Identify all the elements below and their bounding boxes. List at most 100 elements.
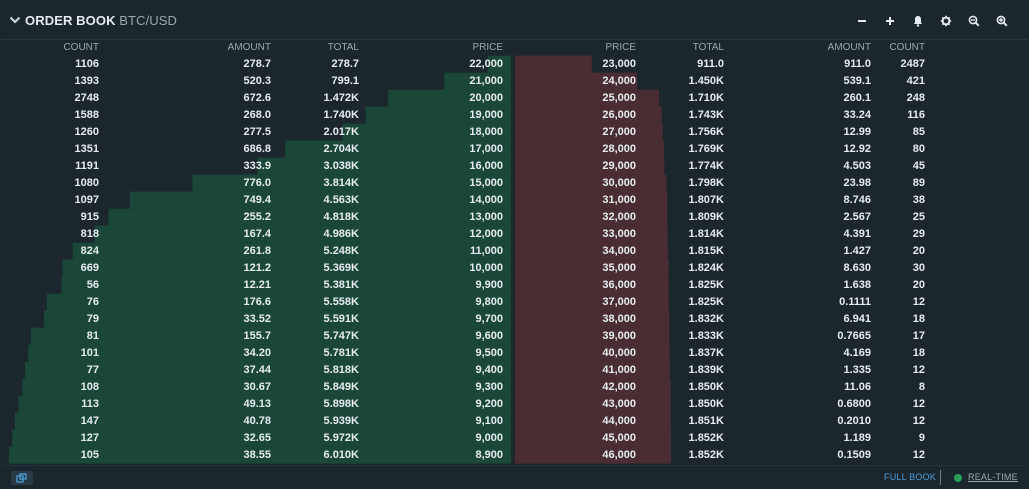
ask-total: 1.850K: [688, 397, 724, 410]
ask-row[interactable]: 43,000 1.850K 0.6800 12: [515, 396, 1021, 413]
alert-button[interactable]: [904, 13, 932, 29]
ask-count: 45: [912, 159, 925, 172]
chevron-down-icon[interactable]: [9, 14, 21, 26]
bids-col-count[interactable]: COUNT: [63, 42, 99, 53]
plus-icon: [886, 17, 894, 25]
ask-row[interactable]: 33,000 1.814K 4.391 29: [515, 226, 1021, 243]
bid-price: 20,000: [469, 91, 503, 104]
ask-row[interactable]: 38,000 1.832K 6.941 18: [515, 311, 1021, 328]
bid-row[interactable]: 81 155.7 5.747K 9,600: [9, 328, 511, 345]
bid-row[interactable]: 1097 749.4 4.563K 14,000: [9, 192, 511, 209]
ask-row[interactable]: 44,000 1.851K 0.2010 12: [515, 413, 1021, 430]
ask-price: 36,000: [602, 278, 636, 291]
ask-row[interactable]: 45,000 1.852K 1.189 9: [515, 430, 1021, 447]
ask-row[interactable]: 42,000 1.850K 11.06 8: [515, 379, 1021, 396]
bid-count: 105: [80, 448, 99, 461]
bids-col-price[interactable]: PRICE: [472, 42, 503, 53]
bid-total: 2.704K: [323, 142, 359, 155]
bids-col-total[interactable]: TOTAL: [327, 42, 359, 53]
popout-button[interactable]: [11, 471, 33, 485]
ask-total: 1.774K: [688, 159, 724, 172]
bid-depth-bar: [30, 327, 511, 345]
ask-row[interactable]: 29,000 1.774K 4.503 45: [515, 158, 1021, 175]
bid-row[interactable]: 1351 686.8 2.704K 17,000: [9, 141, 511, 158]
ask-row[interactable]: 41,000 1.839K 1.335 12: [515, 362, 1021, 379]
bid-row[interactable]: 79 33.52 5.591K 9,700: [9, 311, 511, 328]
full-book-link[interactable]: FULL BOOK: [884, 472, 936, 482]
minus-button[interactable]: [848, 13, 876, 29]
bid-row[interactable]: 1080 776.0 3.814K 15,000: [9, 175, 511, 192]
ask-row[interactable]: 24,000 1.450K 539.1 421: [515, 73, 1021, 90]
bid-row[interactable]: 818 167.4 4.986K 12,000: [9, 226, 511, 243]
bid-row[interactable]: 669 121.2 5.369K 10,000: [9, 260, 511, 277]
bid-depth-bar: [18, 395, 511, 413]
bid-total: 3.814K: [323, 176, 359, 189]
ask-row[interactable]: 32,000 1.809K 2.567 25: [515, 209, 1021, 226]
bid-row[interactable]: 147 40.78 5.939K 9,100: [9, 413, 511, 430]
bid-price: 16,000: [469, 159, 503, 172]
ask-depth-bar: [515, 225, 668, 243]
asks-depth-chart: [515, 55, 671, 464]
bid-row[interactable]: 2748 672.6 1.472K 20,000: [9, 90, 511, 107]
bid-row[interactable]: 76 176.6 5.558K 9,800: [9, 294, 511, 311]
plus-button[interactable]: [876, 13, 904, 29]
ask-row[interactable]: 27,000 1.756K 12.99 85: [515, 124, 1021, 141]
ask-price: 41,000: [602, 363, 636, 376]
ask-row[interactable]: 31,000 1.807K 8.746 38: [515, 192, 1021, 209]
ask-count: 18: [912, 346, 925, 359]
bid-row[interactable]: 108 30.67 5.849K 9,300: [9, 379, 511, 396]
bid-total: 5.747K: [323, 329, 359, 342]
asks-col-amount[interactable]: AMOUNT: [827, 42, 871, 53]
bid-row[interactable]: 1191 333.9 3.038K 16,000: [9, 158, 511, 175]
ask-row[interactable]: 28,000 1.769K 12.92 80: [515, 141, 1021, 158]
bid-count: 81: [86, 329, 99, 342]
ask-count: 12: [912, 363, 925, 376]
bid-count: 1097: [74, 193, 99, 206]
bid-row[interactable]: 1260 277.5 2.017K 18,000: [9, 124, 511, 141]
bid-row[interactable]: 113 49.13 5.898K 9,200: [9, 396, 511, 413]
ask-row[interactable]: 26,000 1.743K 33.24 116: [515, 107, 1021, 124]
bid-row[interactable]: 77 37.44 5.818K 9,400: [9, 362, 511, 379]
bid-row[interactable]: 1393 520.3 799.1 21,000: [9, 73, 511, 90]
asks-col-count[interactable]: COUNT: [889, 42, 925, 53]
ask-amount: 0.2010: [837, 414, 871, 427]
settings-button[interactable]: [932, 13, 960, 29]
ask-amount: 8.746: [843, 193, 871, 206]
realtime-toggle[interactable]: REAL-TIME: [968, 472, 1018, 482]
zoom-in-button[interactable]: [988, 13, 1016, 29]
bids-col-amount[interactable]: AMOUNT: [227, 42, 271, 53]
bid-total: 4.986K: [323, 227, 359, 240]
bid-amount: 49.13: [243, 397, 271, 410]
bid-depth-bar: [487, 55, 511, 73]
bid-row[interactable]: 915 255.2 4.818K 13,000: [9, 209, 511, 226]
bid-depth-bar: [9, 446, 511, 464]
bid-row[interactable]: 105 38.55 6.010K 8,900: [9, 447, 511, 464]
ask-total: 1.450K: [688, 74, 724, 87]
ask-row[interactable]: 39,000 1.833K 0.7665 17: [515, 328, 1021, 345]
bid-row[interactable]: 1106 278.7 278.7 22,000: [9, 56, 511, 73]
ask-row[interactable]: 35,000 1.824K 8.630 30: [515, 260, 1021, 277]
ask-row[interactable]: 25,000 1.710K 260.1 248: [515, 90, 1021, 107]
ask-price: 26,000: [602, 108, 636, 121]
ask-row[interactable]: 30,000 1.798K 23.98 89: [515, 175, 1021, 192]
ask-row[interactable]: 37,000 1.825K 0.1111 12: [515, 294, 1021, 311]
ask-row[interactable]: 23,000 911.0 911.0 2487: [515, 56, 1021, 73]
bid-row[interactable]: 824 261.8 5.248K 11,000: [9, 243, 511, 260]
bid-row[interactable]: 56 12.21 5.381K 9,900: [9, 277, 511, 294]
ask-count: 17: [912, 329, 925, 342]
ask-depth-bar: [515, 140, 664, 158]
zoom-out-button[interactable]: [960, 13, 988, 29]
bid-total: 5.972K: [323, 431, 359, 444]
bid-count: 1080: [74, 176, 99, 189]
ask-row[interactable]: 36,000 1.825K 1.638 20: [515, 277, 1021, 294]
ask-row[interactable]: 46,000 1.852K 0.1509 12: [515, 447, 1021, 464]
bid-row[interactable]: 1588 268.0 1.740K 19,000: [9, 107, 511, 124]
panel-title-label: ORDER BOOK: [25, 13, 116, 28]
bid-row[interactable]: 101 34.20 5.781K 9,500: [9, 345, 511, 362]
ask-row[interactable]: 34,000 1.815K 1.427 20: [515, 243, 1021, 260]
asks-col-price[interactable]: PRICE: [605, 42, 636, 53]
bid-row[interactable]: 127 32.65 5.972K 9,000: [9, 430, 511, 447]
ask-row[interactable]: 40,000 1.837K 4.169 18: [515, 345, 1021, 362]
asks-col-total[interactable]: TOTAL: [692, 42, 724, 53]
ask-total: 1.852K: [688, 431, 724, 444]
